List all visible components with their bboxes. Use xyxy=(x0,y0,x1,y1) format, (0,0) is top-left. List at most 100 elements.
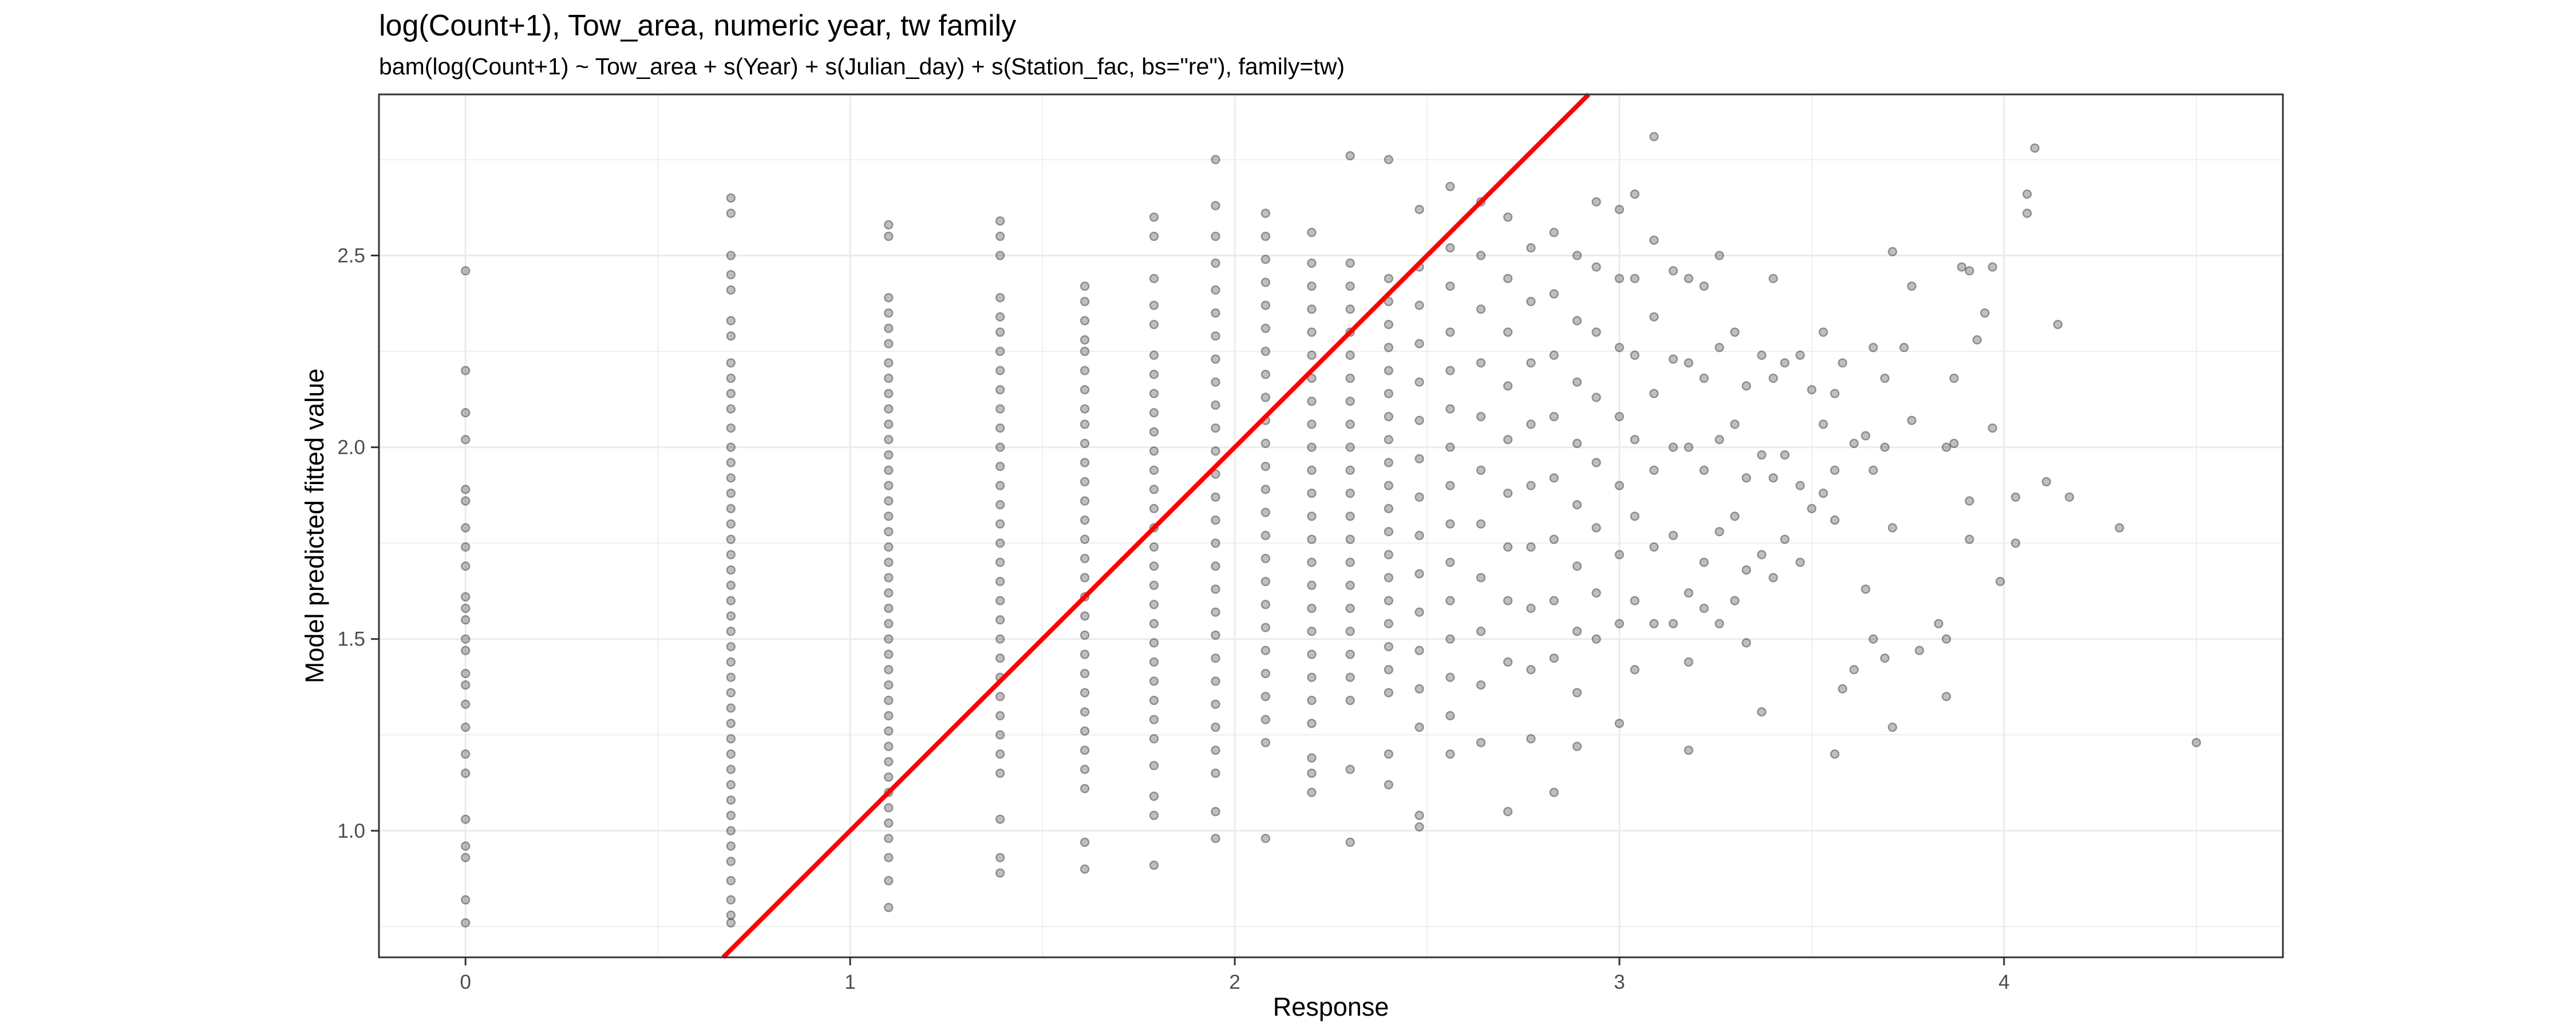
data-point xyxy=(1476,680,1486,690)
data-point xyxy=(1149,657,1159,667)
data-point xyxy=(884,902,894,913)
data-point xyxy=(1345,557,1355,567)
data-point xyxy=(1080,534,1090,544)
x-tick-label: 0 xyxy=(460,971,471,993)
data-point xyxy=(460,434,471,445)
data-point xyxy=(1591,523,1601,533)
data-point xyxy=(1149,619,1159,629)
data-point xyxy=(1741,638,1751,648)
data-point xyxy=(884,404,894,414)
data-point xyxy=(1591,197,1601,207)
data-point xyxy=(1345,511,1355,521)
data-point xyxy=(1261,461,1271,472)
data-point xyxy=(1445,749,1455,759)
data-point xyxy=(1384,688,1394,698)
data-point xyxy=(1080,515,1090,525)
data-point xyxy=(1415,492,1424,502)
data-point xyxy=(1080,477,1090,487)
data-point xyxy=(460,603,471,613)
data-point xyxy=(726,550,736,560)
data-point xyxy=(726,285,736,295)
data-point xyxy=(995,442,1005,452)
data-point xyxy=(1307,695,1317,706)
data-point xyxy=(1211,584,1220,594)
data-point xyxy=(884,496,894,506)
data-point xyxy=(1345,580,1355,591)
data-point xyxy=(995,768,1005,778)
data-point xyxy=(726,734,736,744)
data-point xyxy=(1830,389,1840,399)
data-point xyxy=(1768,473,1778,483)
major-gridlines xyxy=(379,94,2283,957)
data-point xyxy=(1757,707,1767,717)
data-point xyxy=(1503,596,1513,605)
data-point xyxy=(884,511,894,521)
data-point xyxy=(2041,477,2052,487)
data-point xyxy=(884,711,894,721)
data-point xyxy=(1211,258,1220,268)
data-point xyxy=(995,231,1005,241)
data-point xyxy=(1080,745,1090,755)
data-point xyxy=(1795,350,1805,360)
data-point xyxy=(1345,304,1355,314)
data-point xyxy=(1307,258,1317,268)
data-point xyxy=(1345,672,1355,682)
data-point xyxy=(726,718,736,728)
data-point xyxy=(1476,411,1486,422)
data-point xyxy=(1149,810,1159,821)
data-point xyxy=(1149,408,1159,418)
data-point xyxy=(1818,327,1828,337)
data-point xyxy=(726,749,736,759)
data-point xyxy=(1261,576,1271,587)
data-point xyxy=(726,703,736,713)
data-point xyxy=(460,841,471,851)
data-point xyxy=(726,389,736,399)
data-point xyxy=(1211,492,1220,502)
data-point xyxy=(726,764,736,774)
data-point xyxy=(1415,810,1424,821)
data-point xyxy=(1476,358,1486,368)
data-point xyxy=(1149,370,1159,379)
data-point xyxy=(1080,419,1090,429)
data-point xyxy=(460,699,471,709)
data-point xyxy=(1591,393,1601,402)
data-point xyxy=(1211,377,1220,387)
data-point xyxy=(884,465,894,476)
data-point xyxy=(1080,864,1090,874)
data-point xyxy=(995,385,1005,395)
data-point xyxy=(1988,262,1997,272)
y-tick-label: 2.0 xyxy=(337,437,365,459)
data-point xyxy=(995,749,1005,759)
data-point xyxy=(1415,607,1424,617)
data-point xyxy=(1445,404,1455,414)
data-point xyxy=(1572,742,1582,751)
data-point xyxy=(1415,300,1424,310)
data-point xyxy=(1149,676,1159,686)
data-point xyxy=(1668,354,1678,364)
data-point xyxy=(1307,228,1317,237)
data-point xyxy=(1211,745,1220,755)
data-point xyxy=(1384,154,1394,165)
data-point xyxy=(726,270,736,280)
data-point xyxy=(1307,718,1317,728)
data-point xyxy=(884,803,894,813)
data-point xyxy=(1080,346,1090,356)
data-point xyxy=(1307,419,1317,429)
data-point xyxy=(1211,607,1220,617)
data-point xyxy=(1211,469,1220,479)
data-point xyxy=(1818,419,1828,429)
data-point xyxy=(1261,530,1271,541)
data-point xyxy=(1795,481,1805,490)
data-point xyxy=(1307,281,1317,291)
data-point xyxy=(1307,511,1317,521)
identity-reference-line xyxy=(721,93,1591,959)
data-point xyxy=(1549,473,1559,483)
data-point xyxy=(1261,393,1271,402)
data-point xyxy=(1476,738,1486,747)
data-point xyxy=(2191,738,2202,747)
data-point xyxy=(1649,235,1659,245)
data-point xyxy=(1307,442,1317,452)
data-point xyxy=(884,772,894,782)
data-point xyxy=(1149,734,1159,744)
